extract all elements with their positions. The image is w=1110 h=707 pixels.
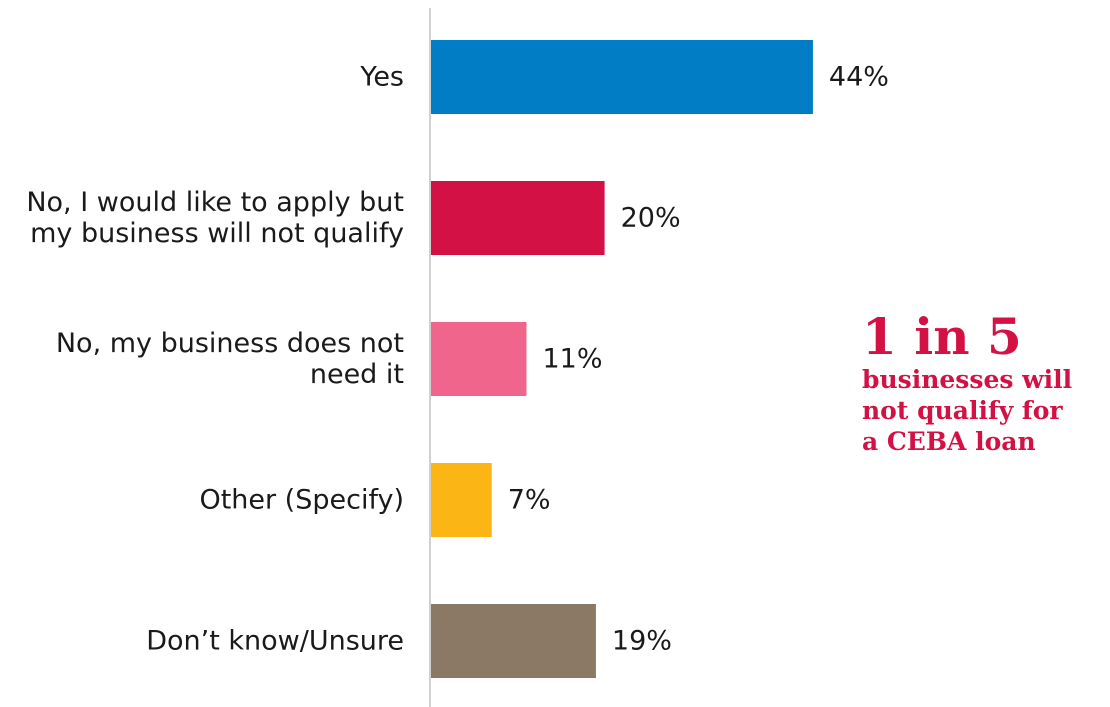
category-label-line: No, I would like to apply but bbox=[26, 187, 404, 218]
category-label: Don’t know/Unsure bbox=[146, 626, 404, 657]
callout: 1 in 5 businesses will not qualify for a… bbox=[862, 310, 1110, 457]
bar bbox=[431, 604, 596, 678]
category-label-line: No, my business does not bbox=[56, 328, 404, 359]
category-label: No, I would like to apply but my business… bbox=[26, 187, 404, 249]
category-label-line: Other (Specify) bbox=[199, 485, 404, 516]
category-label-line: Don’t know/Unsure bbox=[146, 626, 404, 657]
category-label-line: Yes bbox=[359, 62, 404, 93]
bar bbox=[431, 322, 527, 396]
callout-line: not qualify for bbox=[862, 396, 1063, 425]
category-label-line: my business will not qualify bbox=[30, 218, 404, 249]
bar-value-label: 20% bbox=[621, 203, 681, 234]
bar-value-label: 7% bbox=[508, 485, 551, 516]
bar-value-label: 19% bbox=[612, 626, 672, 657]
callout-headline: 1 in 5 bbox=[862, 307, 1022, 366]
callout-line: businesses will bbox=[862, 365, 1073, 394]
bar-value-label: 11% bbox=[542, 344, 602, 375]
bar bbox=[431, 463, 492, 537]
category-label-line: need it bbox=[310, 359, 404, 390]
category-label: Other (Specify) bbox=[199, 485, 404, 516]
category-label: No, my business does not need it bbox=[56, 328, 404, 390]
bar-value-label: 44% bbox=[829, 62, 889, 93]
bar-group: 44% Yes 20% No, I would like to apply but my… bbox=[26, 40, 889, 678]
category-label: Yes bbox=[359, 62, 404, 93]
bar bbox=[431, 40, 813, 114]
callout-line: a CEBA loan bbox=[862, 427, 1036, 456]
bar bbox=[431, 181, 605, 255]
